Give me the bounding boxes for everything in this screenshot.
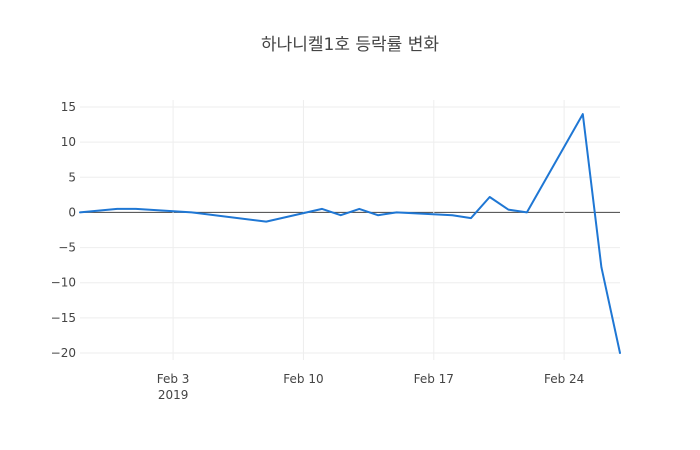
x-tick-label: Feb 24 <box>544 372 584 386</box>
plot-area <box>79 113 621 354</box>
chart-title: 하나니켈1호 등락률 변화 <box>261 35 439 55</box>
y-axis-ticks: 15 10 5 0 −5 −10 −15 −20 <box>51 100 76 360</box>
x-tick-label: Feb 3 <box>157 372 190 386</box>
y-tick-label: −15 <box>51 311 76 325</box>
gridlines <box>80 100 620 360</box>
x-tick-sublabel: 2019 <box>158 388 189 402</box>
y-tick-label: 10 <box>61 135 76 149</box>
x-tick-label: Feb 10 <box>283 372 323 386</box>
series-line <box>79 113 621 354</box>
y-tick-label: 15 <box>61 100 76 114</box>
y-tick-label: −10 <box>51 276 76 290</box>
y-tick-label: 0 <box>68 205 76 219</box>
x-tick-label: Feb 17 <box>414 372 454 386</box>
y-tick-label: 5 <box>68 170 76 184</box>
y-tick-label: −20 <box>51 346 76 360</box>
x-axis-ticks: Feb 3 2019 Feb 10 Feb 17 Feb 24 <box>157 372 585 402</box>
y-tick-label: −5 <box>58 241 76 255</box>
